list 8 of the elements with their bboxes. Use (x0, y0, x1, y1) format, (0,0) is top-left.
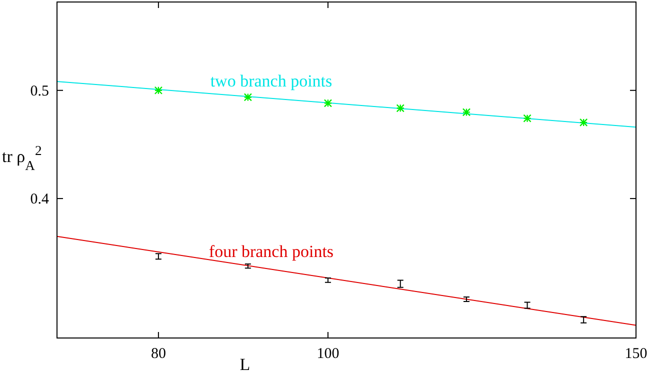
series-label: two branch points (210, 71, 332, 90)
y-tick-label: 0.5 (30, 83, 49, 100)
x-axis-title: L (240, 355, 250, 374)
series-label: four branch points (208, 242, 334, 262)
x-tick-label: 100 (316, 346, 340, 362)
y-tick-label: 0.4 (30, 192, 50, 208)
x-tick-label: 80 (150, 346, 166, 362)
x-tick-label: 150 (624, 346, 648, 362)
